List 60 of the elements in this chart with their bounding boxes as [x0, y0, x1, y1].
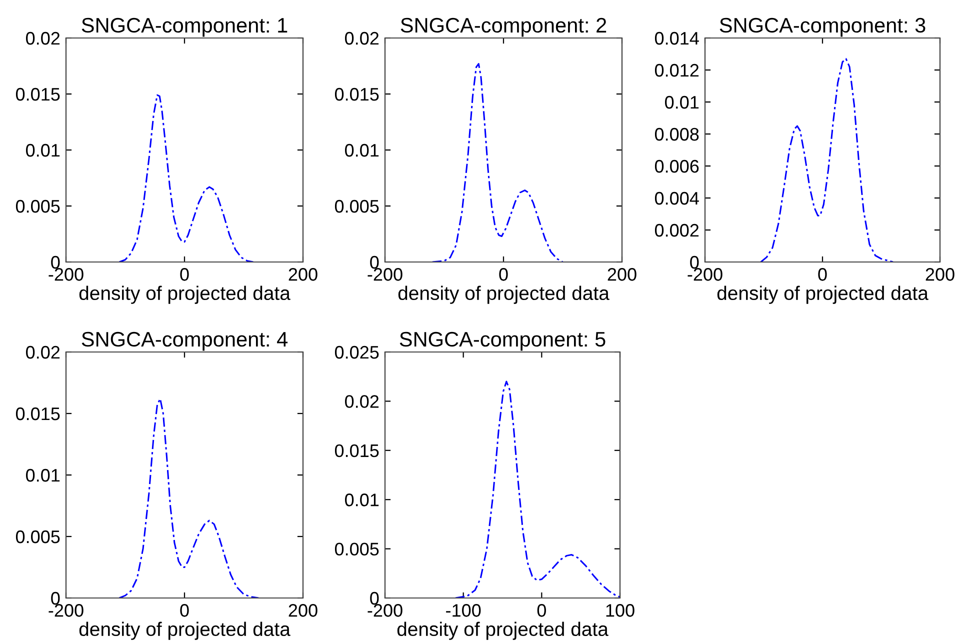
- y-tick-label: 0.002: [654, 224, 699, 237]
- x-tick-label: 0: [180, 268, 189, 281]
- y-tick-label: 0.025: [334, 346, 379, 359]
- y-tick-label: 0: [370, 592, 379, 605]
- x-tick-label: -200: [368, 604, 402, 617]
- chart-title: SNGCA-component: 5: [400, 332, 606, 351]
- y-tick-label: 0.004: [654, 192, 699, 205]
- x-axis-title: density of projected data: [397, 622, 608, 640]
- x-tick-label: 0: [818, 268, 827, 281]
- y-tick-label: 0.005: [16, 200, 60, 213]
- y-tick-label: 0.005: [334, 200, 379, 213]
- x-axis-title: density of projected data: [717, 286, 928, 304]
- chart-title: SNGCA-component: 4: [82, 332, 288, 351]
- y-tick-label: 0.012: [654, 64, 699, 77]
- y-tick-label: 0.01: [26, 144, 60, 157]
- chart-title: SNGCA-component: 2: [400, 18, 606, 37]
- y-tick-label: 0: [51, 592, 60, 605]
- y-tick-label: 0.02: [26, 346, 60, 359]
- x-axis-title: density of projected data: [79, 622, 290, 640]
- y-tick-label: 0: [51, 256, 60, 269]
- x-tick-label: 0: [499, 268, 508, 281]
- y-tick-label: 0.01: [26, 468, 60, 482]
- line-series: [432, 62, 564, 262]
- y-tick-label: 0.015: [16, 88, 60, 101]
- y-tick-label: 0.01: [345, 144, 379, 157]
- x-tick-label: 0: [180, 604, 189, 617]
- x-tick-label: -200: [688, 268, 722, 281]
- x-tick-label: 200: [608, 268, 636, 281]
- y-tick-label: 0.01: [665, 96, 699, 109]
- x-tick-label: 0: [537, 604, 546, 617]
- y-tick-label: 0.006: [654, 160, 699, 173]
- y-tick-label: 0.005: [334, 542, 379, 556]
- x-tick-label: 200: [288, 604, 318, 617]
- y-tick-label: 0.01: [345, 494, 379, 506]
- y-tick-label: 0.015: [334, 444, 379, 458]
- y-tick-label: 0.014: [654, 32, 699, 45]
- x-tick-label: -100: [446, 604, 481, 617]
- y-tick-label: 0.02: [345, 395, 379, 408]
- x-tick-label: 200: [288, 268, 318, 281]
- chart-title: SNGCA-component: 3: [720, 18, 926, 37]
- line-series: [118, 398, 260, 598]
- line-series: [454, 380, 620, 598]
- x-axis-title: density of projected data: [79, 286, 290, 304]
- x-tick-label: -200: [48, 604, 84, 617]
- y-tick-label: 0.008: [654, 128, 699, 141]
- x-tick-label: 100: [606, 604, 634, 617]
- chart-title: SNGCA-component: 1: [82, 18, 288, 37]
- x-tick-label: -200: [48, 268, 84, 281]
- y-tick-label: 0.02: [345, 32, 379, 45]
- line-series: [118, 94, 254, 262]
- y-tick-label: 0.02: [26, 32, 60, 45]
- x-tick-label: -200: [368, 268, 402, 281]
- x-tick-label: 200: [926, 268, 954, 281]
- y-tick-label: 0: [370, 256, 379, 269]
- y-tick-label: 0: [690, 256, 699, 269]
- line-series: [760, 58, 894, 262]
- y-tick-label: 0.015: [16, 407, 60, 420]
- x-axis-title: density of projected data: [398, 286, 610, 304]
- y-tick-label: 0.015: [334, 88, 379, 101]
- y-tick-label: 0.005: [16, 530, 60, 544]
